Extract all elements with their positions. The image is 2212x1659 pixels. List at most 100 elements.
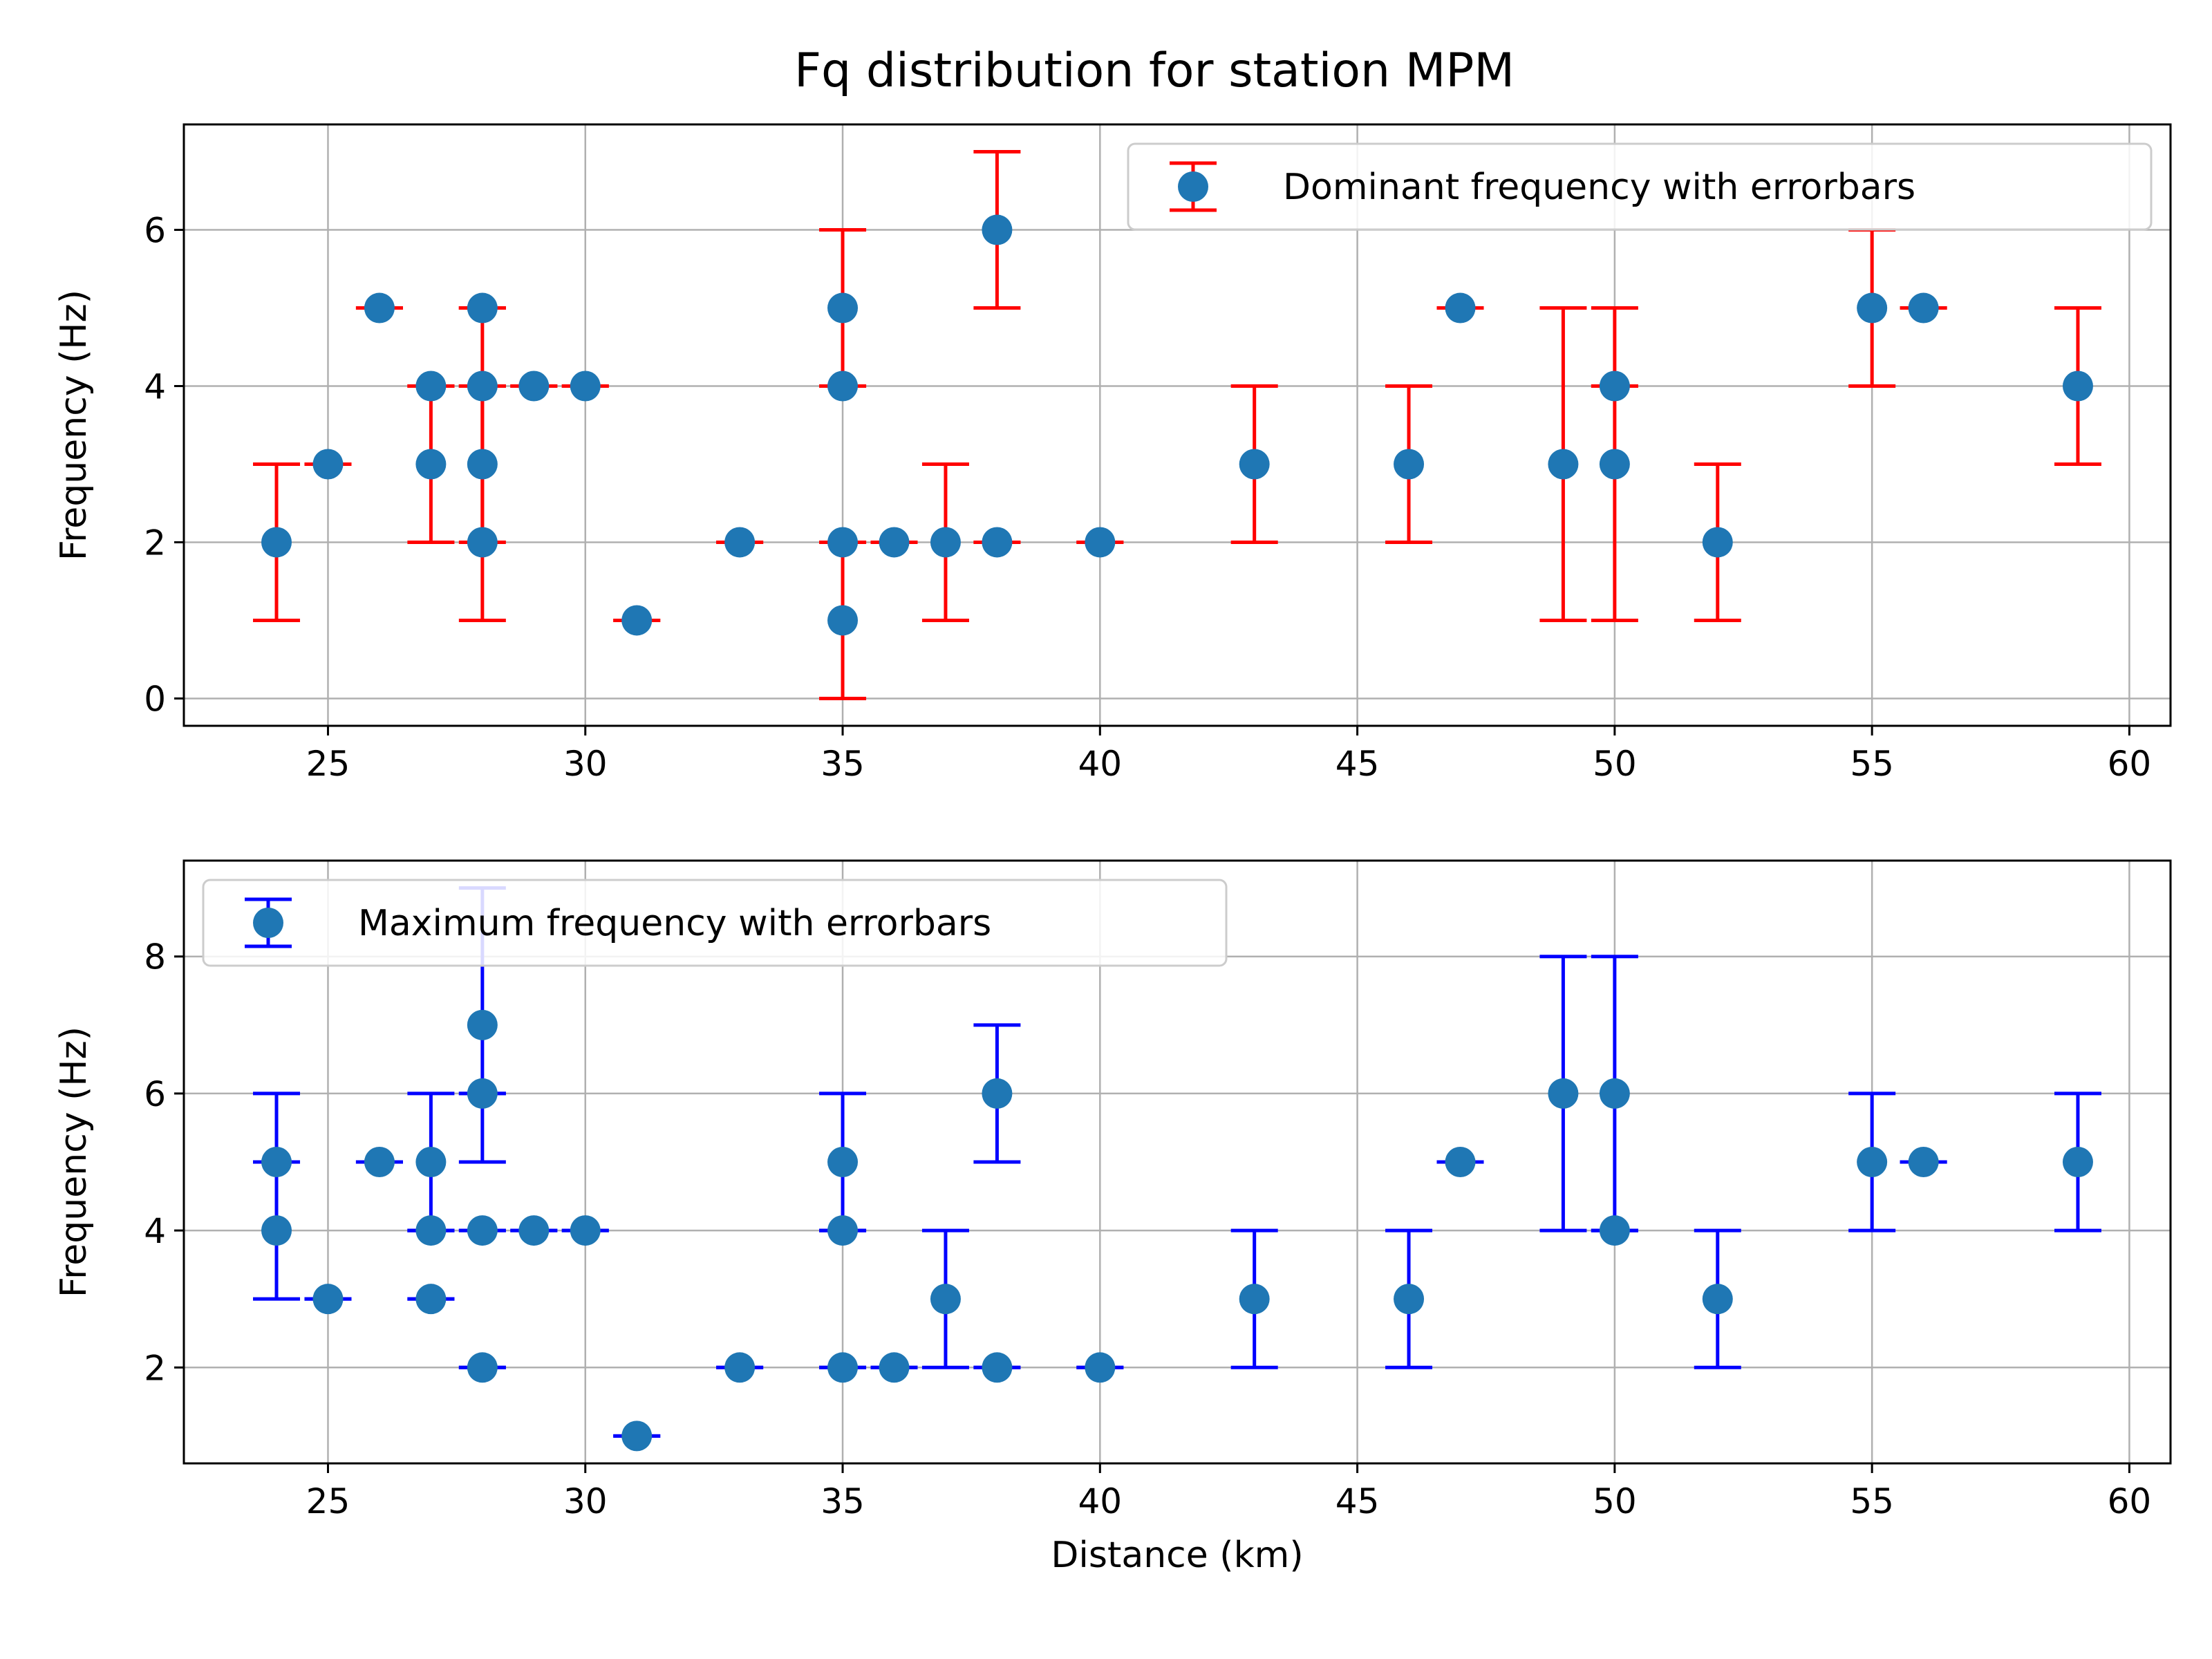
legend-marker xyxy=(1178,171,1208,202)
data-point xyxy=(827,605,859,636)
data-point xyxy=(312,449,344,480)
x-tick-label: 35 xyxy=(821,1481,865,1521)
data-point xyxy=(364,292,395,324)
data-point xyxy=(621,605,653,636)
data-point xyxy=(1085,527,1116,558)
y-tick-label: 2 xyxy=(144,1348,166,1388)
x-tick-label: 45 xyxy=(1335,1481,1380,1521)
data-point xyxy=(415,371,447,402)
legend-label: Dominant frequency with errorbars xyxy=(1283,167,1915,208)
x-tick-label: 60 xyxy=(2108,744,2152,784)
y-tick-label: 4 xyxy=(144,367,166,407)
data-point xyxy=(1599,449,1630,480)
x-tick-label: 55 xyxy=(1850,744,1894,784)
x-axis-label: Distance (km) xyxy=(1051,1535,1303,1576)
x-tick-label: 55 xyxy=(1850,1481,1894,1521)
legend-label: Maximum frequency with errorbars xyxy=(358,903,991,944)
data-point xyxy=(415,1147,447,1177)
x-tick-label: 25 xyxy=(306,1481,350,1521)
data-point xyxy=(1239,449,1270,480)
data-point xyxy=(467,1352,498,1383)
data-point xyxy=(827,1352,859,1383)
data-point xyxy=(415,449,447,480)
data-point xyxy=(1702,1284,1733,1315)
y-tick-label: 6 xyxy=(144,211,166,251)
x-tick-label: 50 xyxy=(1593,744,1637,784)
data-point xyxy=(467,1009,498,1040)
data-points xyxy=(261,214,2093,636)
figure-title: Fq distribution for station MPM xyxy=(794,44,1515,98)
axes-frame xyxy=(182,859,2172,1465)
data-point xyxy=(982,1078,1013,1109)
data-point xyxy=(1599,1215,1630,1246)
data-point xyxy=(982,527,1013,558)
data-point xyxy=(415,1284,447,1315)
data-point xyxy=(879,527,910,558)
data-point xyxy=(261,1147,292,1177)
data-point xyxy=(827,292,859,324)
data-point xyxy=(467,1215,498,1246)
x-tick-label: 40 xyxy=(1078,744,1123,784)
top-panel: 25 30 35 40 45 50 55 60 0 2 4 6 Frequency (Hz) Domina… xyxy=(53,123,2172,784)
data-point xyxy=(364,1147,395,1177)
data-point xyxy=(982,214,1013,245)
data-point xyxy=(1908,292,1939,324)
data-point xyxy=(261,1215,292,1246)
legend: Dominant frequency with errorbars xyxy=(1127,142,2153,231)
bottom-panel: 25 30 35 40 45 50 55 60 2 4 6 8 Frequency (Hz) Distan… xyxy=(53,859,2172,1576)
data-point xyxy=(879,1352,910,1383)
data-point xyxy=(1548,1078,1579,1109)
data-point xyxy=(1857,1147,1888,1177)
data-point xyxy=(467,371,498,402)
data-point xyxy=(1239,1284,1270,1315)
data-point xyxy=(518,1215,550,1246)
data-point xyxy=(1599,1078,1630,1109)
data-point xyxy=(467,527,498,558)
data-point xyxy=(1599,371,1630,402)
x-tick-label: 45 xyxy=(1335,744,1380,784)
x-tick-label: 25 xyxy=(306,744,350,784)
x-tick-label: 40 xyxy=(1078,1481,1123,1521)
y-tick-label: 0 xyxy=(144,679,166,719)
data-point xyxy=(621,1421,653,1452)
x-tick-label: 30 xyxy=(563,1481,608,1521)
data-points xyxy=(261,1009,2093,1452)
legend-frame xyxy=(1127,142,2153,231)
data-point xyxy=(1445,1147,1476,1177)
y-axis-label: Frequency (Hz) xyxy=(53,1027,95,1297)
axes-frame xyxy=(182,123,2172,727)
data-point xyxy=(1857,292,1888,324)
data-point xyxy=(570,371,601,402)
data-point xyxy=(261,527,292,558)
data-point xyxy=(827,1147,859,1177)
legend-frame xyxy=(202,879,1228,967)
data-point xyxy=(1908,1147,1939,1177)
y-tick-label: 6 xyxy=(144,1074,166,1114)
data-point xyxy=(724,1352,756,1383)
data-point xyxy=(1548,449,1579,480)
data-point xyxy=(1702,527,1733,558)
x-tick-label: 35 xyxy=(821,744,865,784)
data-point xyxy=(2062,1147,2093,1177)
data-point xyxy=(415,1215,447,1246)
data-point xyxy=(827,527,859,558)
data-point xyxy=(518,371,550,402)
y-axis-label: Frequency (Hz) xyxy=(53,290,95,561)
data-point xyxy=(930,1284,961,1315)
y-tick-label: 2 xyxy=(144,523,166,563)
data-point xyxy=(2062,371,2093,402)
data-point xyxy=(570,1215,601,1246)
y-tick-label: 8 xyxy=(144,937,166,977)
data-point xyxy=(827,1215,859,1246)
data-point xyxy=(467,449,498,480)
x-tick-label: 30 xyxy=(563,744,608,784)
legend: Maximum frequency with errorbars xyxy=(202,879,1228,967)
x-tick-label: 60 xyxy=(2108,1481,2152,1521)
data-point xyxy=(312,1284,344,1315)
x-tick-label: 50 xyxy=(1593,1481,1637,1521)
data-point xyxy=(467,292,498,324)
data-point xyxy=(930,527,961,558)
data-point xyxy=(1394,1284,1425,1315)
data-point xyxy=(724,527,756,558)
